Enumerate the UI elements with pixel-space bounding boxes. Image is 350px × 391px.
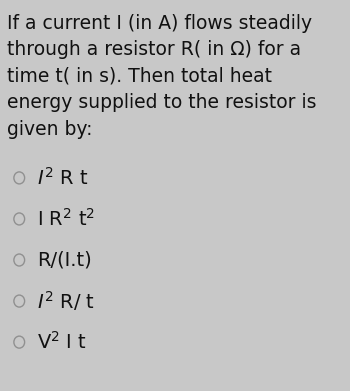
Text: R/(I.t): R/(I.t) [37,251,91,269]
Text: If a current I (in A) flows steadily
through a resistor R( in Ω) for a
time t( i: If a current I (in A) flows steadily thr… [7,14,316,139]
Text: $I^2$ R/ t: $I^2$ R/ t [37,289,95,313]
Text: I R$^2$ t$^2$: I R$^2$ t$^2$ [37,208,95,230]
Text: $I^2$ R t: $I^2$ R t [37,167,88,189]
Text: V$^2$ I t: V$^2$ I t [37,331,87,353]
